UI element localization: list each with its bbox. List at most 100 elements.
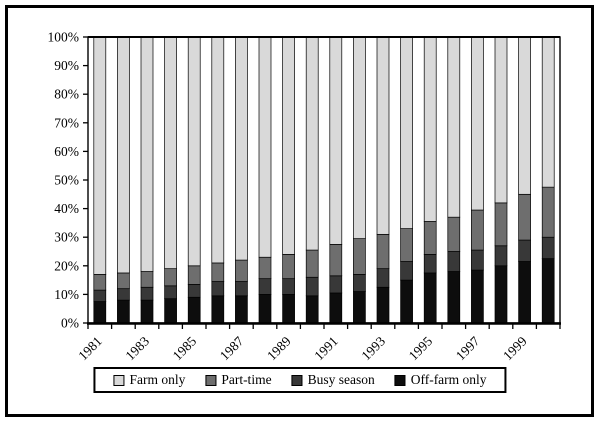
bar-segment: [400, 279, 413, 324]
y-tick-label: 10%: [54, 287, 79, 302]
bar-segment: [117, 36, 130, 274]
y-tick-label: 100%: [48, 30, 80, 45]
plot-border: [87, 36, 561, 324]
bar-segment: [211, 262, 225, 282]
bar-segment: [329, 36, 343, 245]
legend-swatch-icon: [291, 374, 303, 386]
bar-segment: [376, 268, 390, 288]
bar-segment: [187, 284, 201, 298]
y-tick-label: 30%: [54, 230, 79, 245]
legend-item: Farm only: [113, 372, 185, 388]
bar-segment: [353, 291, 366, 324]
bar-segment: [211, 295, 225, 324]
y-tick-label: 50%: [54, 173, 79, 188]
bar-segment: [518, 36, 531, 195]
bar-segment: [494, 36, 508, 204]
bar-segment: [258, 36, 272, 258]
bar-segment: [258, 278, 272, 295]
bar-segment: [376, 233, 390, 270]
x-tick-label: 1991: [311, 334, 341, 364]
legend-item: Part-time: [205, 372, 272, 388]
bar-segment: [282, 36, 295, 255]
bar-segment: [353, 274, 366, 292]
bar-segment: [471, 249, 484, 271]
bar-segment: [471, 209, 484, 251]
bar-segment: [329, 244, 343, 277]
bar-segment: [400, 36, 413, 229]
bar-segment: [471, 36, 484, 211]
bar-segment: [117, 299, 130, 324]
x-tick-label: 1993: [358, 333, 388, 363]
bar-segment: [494, 202, 508, 247]
y-tick-label: 70%: [54, 115, 79, 130]
bar-segment: [187, 296, 201, 324]
bar-segment: [164, 268, 177, 287]
bar-segment: [140, 36, 154, 272]
y-tick-label: 60%: [54, 144, 79, 159]
x-tick-label: 1981: [75, 334, 105, 364]
x-tick-label: 1985: [170, 333, 200, 363]
chart-legend: Farm only Part-time Busy season Off-farm on…: [93, 367, 507, 393]
bar-segment: [471, 269, 484, 324]
bar-segment: [258, 256, 272, 280]
y-tick-label: 80%: [54, 87, 79, 102]
bar-segment: [117, 272, 130, 290]
bar-segment: [282, 278, 295, 295]
bar-segment: [164, 36, 177, 270]
bar-segment: [305, 276, 319, 297]
legend-swatch-icon: [113, 374, 125, 386]
bar-segment: [518, 261, 531, 324]
legend-label: Part-time: [221, 372, 272, 387]
bar-segment: [423, 272, 437, 324]
x-tick-label: 1987: [217, 333, 247, 363]
y-tick-label: 0%: [61, 316, 79, 331]
legend-item: Busy season: [291, 372, 375, 388]
bar-segment: [235, 295, 248, 324]
bar-segment: [140, 299, 154, 324]
bar-segment: [376, 36, 390, 235]
bar-segment: [211, 36, 225, 264]
bar-segment: [447, 251, 461, 272]
bar-segment: [541, 186, 555, 238]
x-tick-label: 1999: [500, 333, 530, 363]
bar-segment: [494, 265, 508, 324]
bar-segment: [211, 281, 225, 297]
bar-segment: [423, 36, 437, 222]
x-tick-label: 1997: [453, 333, 483, 363]
bar-segment: [541, 258, 555, 324]
bar-segment: [140, 286, 154, 301]
y-tick-label: 40%: [54, 201, 79, 216]
bar-segment: [518, 239, 531, 262]
x-tick-label: 1995: [406, 333, 436, 363]
bar-segment: [164, 285, 177, 300]
bar-segment: [164, 298, 177, 324]
legend-label: Busy season: [307, 372, 375, 387]
bar-segment: [494, 245, 508, 267]
bar-segment: [117, 288, 130, 301]
bar-segment: [423, 221, 437, 255]
legend-item: Off-farm only: [394, 372, 487, 388]
bar-segment: [235, 281, 248, 297]
bar-segment: [282, 254, 295, 280]
bar-segment: [447, 216, 461, 252]
bar-segment: [258, 294, 272, 324]
bar-segment: [376, 286, 390, 324]
bar-segment: [282, 294, 295, 324]
bar-segment: [93, 301, 107, 324]
bar-segment: [400, 261, 413, 281]
bar-segment: [329, 275, 343, 294]
bar-segment: [541, 36, 555, 188]
bar-segment: [353, 36, 366, 239]
bar-segment: [305, 249, 319, 278]
bar-segment: [93, 36, 107, 275]
x-tick-label: 1983: [122, 333, 152, 363]
bar-segment: [235, 36, 248, 261]
bar-segment: [447, 271, 461, 324]
bar-segment: [93, 274, 107, 291]
bar-segment: [400, 228, 413, 262]
x-tick-label: 1989: [264, 333, 294, 363]
bar-segment: [541, 236, 555, 259]
bar-segment: [329, 292, 343, 324]
legend-swatch-icon: [205, 374, 217, 386]
